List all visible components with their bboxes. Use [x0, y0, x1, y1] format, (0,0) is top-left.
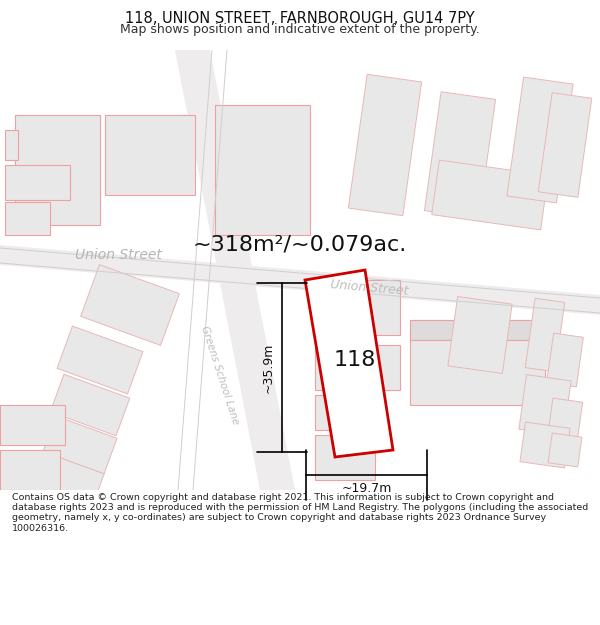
- Text: 118, UNION STREET, FARNBOROUGH, GU14 7PY: 118, UNION STREET, FARNBOROUGH, GU14 7PY: [125, 11, 475, 26]
- Polygon shape: [547, 398, 583, 442]
- Polygon shape: [349, 74, 422, 216]
- Polygon shape: [0, 450, 60, 490]
- Polygon shape: [5, 202, 50, 235]
- Text: ~318m²/~0.079ac.: ~318m²/~0.079ac.: [193, 235, 407, 255]
- Polygon shape: [507, 77, 573, 203]
- Polygon shape: [0, 405, 65, 445]
- Text: Union Street: Union Street: [330, 278, 409, 298]
- Polygon shape: [525, 298, 565, 372]
- Polygon shape: [50, 374, 130, 436]
- Text: Greens School Lane: Greens School Lane: [199, 324, 241, 426]
- Polygon shape: [105, 115, 195, 195]
- Polygon shape: [57, 326, 143, 394]
- Text: Map shows position and indicative extent of the property.: Map shows position and indicative extent…: [120, 23, 480, 36]
- Polygon shape: [548, 433, 582, 467]
- Text: ~19.7m: ~19.7m: [341, 482, 392, 496]
- Polygon shape: [175, 50, 295, 490]
- Text: 118: 118: [334, 350, 376, 370]
- Polygon shape: [315, 280, 400, 335]
- Polygon shape: [5, 130, 18, 160]
- Polygon shape: [519, 374, 571, 436]
- Polygon shape: [315, 345, 400, 390]
- Polygon shape: [432, 160, 548, 230]
- Polygon shape: [410, 320, 545, 340]
- Text: ~35.9m: ~35.9m: [262, 342, 275, 392]
- Polygon shape: [315, 395, 380, 430]
- Polygon shape: [0, 245, 600, 315]
- Polygon shape: [520, 422, 570, 468]
- Polygon shape: [315, 435, 375, 480]
- Text: Contains OS data © Crown copyright and database right 2021. This information is : Contains OS data © Crown copyright and d…: [12, 492, 588, 533]
- Polygon shape: [43, 416, 117, 474]
- Polygon shape: [36, 453, 104, 507]
- Polygon shape: [424, 92, 496, 218]
- Polygon shape: [15, 115, 100, 225]
- Polygon shape: [547, 333, 583, 387]
- Text: Union Street: Union Street: [75, 248, 162, 262]
- Polygon shape: [80, 264, 179, 346]
- Polygon shape: [5, 165, 70, 200]
- Polygon shape: [538, 92, 592, 198]
- Polygon shape: [305, 270, 393, 457]
- Polygon shape: [215, 105, 310, 235]
- Polygon shape: [448, 296, 512, 374]
- Polygon shape: [410, 320, 545, 405]
